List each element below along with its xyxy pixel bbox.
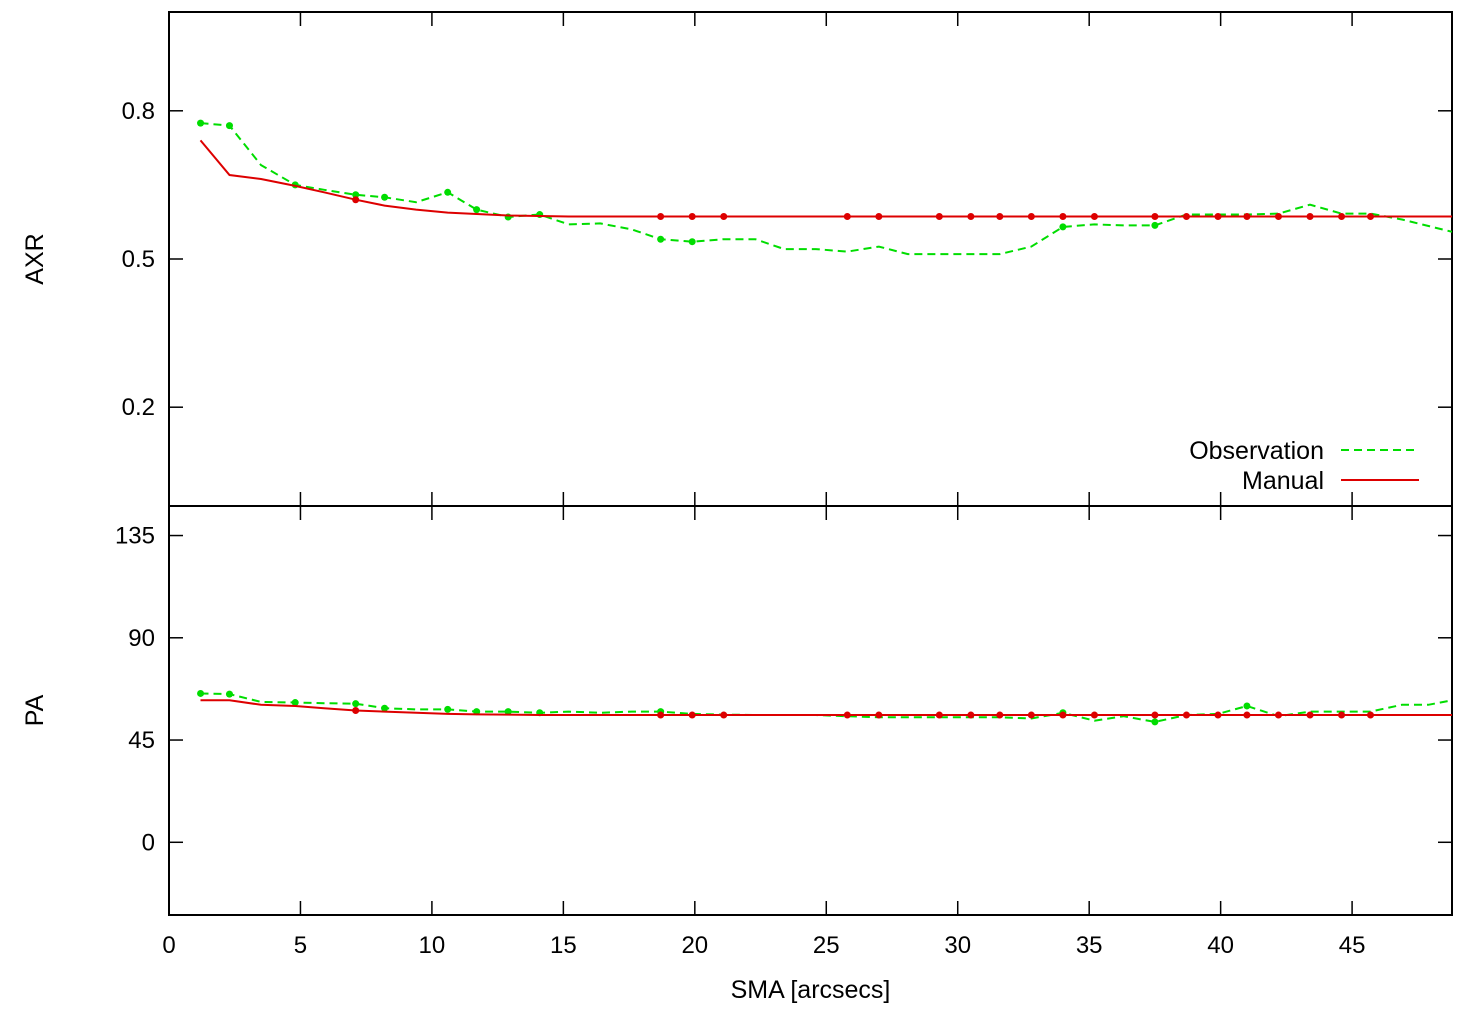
series-line-manual bbox=[199, 139, 1452, 218]
data-point-manual bbox=[1243, 711, 1251, 719]
data-point-manual bbox=[720, 711, 728, 719]
data-point-manual bbox=[1338, 711, 1346, 719]
data-point-observation bbox=[688, 238, 696, 246]
y-tick-label: 0.2 bbox=[122, 394, 155, 421]
x-tick-label: 5 bbox=[294, 932, 307, 959]
data-point-manual bbox=[875, 711, 883, 719]
data-point-observation bbox=[504, 708, 512, 716]
x-tick-label: 10 bbox=[419, 932, 446, 959]
data-point-manual bbox=[843, 213, 851, 221]
data-point-manual bbox=[996, 711, 1004, 719]
data-point-observation bbox=[1151, 718, 1159, 726]
data-point-observation bbox=[444, 705, 452, 713]
y-axis-title-axr: AXR bbox=[21, 233, 49, 284]
data-point-manual bbox=[843, 711, 851, 719]
data-point-observation bbox=[352, 191, 360, 199]
data-point-observation bbox=[1151, 221, 1159, 229]
y-tick-label: 90 bbox=[128, 625, 155, 652]
data-point-observation bbox=[1243, 702, 1251, 710]
data-point-observation bbox=[381, 704, 389, 712]
data-point-manual bbox=[1151, 213, 1159, 221]
axr-plot-frame bbox=[168, 11, 1453, 507]
data-point-manual bbox=[1090, 711, 1098, 719]
data-point-manual bbox=[1306, 213, 1314, 221]
data-point-manual bbox=[1027, 711, 1035, 719]
x-tick-label: 15 bbox=[550, 932, 577, 959]
pa-plot-frame bbox=[168, 505, 1453, 916]
data-point-manual bbox=[1151, 711, 1159, 719]
y-tick-label: 0 bbox=[142, 829, 155, 856]
data-point-manual bbox=[1338, 213, 1346, 221]
data-point-manual bbox=[875, 213, 883, 221]
data-point-manual bbox=[1243, 213, 1251, 221]
data-point-observation bbox=[197, 119, 205, 127]
data-point-manual bbox=[967, 213, 975, 221]
data-point-observation bbox=[225, 122, 233, 130]
series-line-observation bbox=[200, 122, 1452, 256]
y-tick-label: 0.8 bbox=[122, 98, 155, 125]
pa-panel: 0 45 90 135 0 5 10 15 20 25 30 35 40 45 PA SMA [arcsecs… bbox=[21, 505, 1453, 1004]
data-point-manual bbox=[1059, 711, 1067, 719]
y-axis-title-pa: PA bbox=[21, 694, 49, 726]
data-point-observation bbox=[657, 235, 665, 243]
y-tick-label: 0.5 bbox=[122, 246, 155, 273]
x-axis-title: SMA [arcsecs] bbox=[731, 976, 891, 1004]
x-tick-label: 0 bbox=[162, 932, 175, 959]
data-point-manual bbox=[688, 213, 696, 221]
legend-label-manual: Manual bbox=[1242, 467, 1324, 495]
data-point-manual bbox=[1214, 711, 1222, 719]
data-point-manual bbox=[1027, 213, 1035, 221]
legend-label-observation: Observation bbox=[1189, 437, 1324, 465]
data-point-manual bbox=[935, 711, 943, 719]
x-tick-label: 35 bbox=[1076, 932, 1103, 959]
data-point-observation bbox=[291, 699, 299, 707]
data-point-observation bbox=[444, 188, 452, 196]
data-point-observation bbox=[1059, 223, 1067, 231]
series-line-manual bbox=[200, 699, 1452, 716]
data-point-manual bbox=[1366, 711, 1374, 719]
x-tick-label: 25 bbox=[813, 932, 840, 959]
data-point-observation bbox=[473, 206, 481, 214]
data-point-manual bbox=[657, 213, 665, 221]
data-point-manual bbox=[1182, 711, 1190, 719]
data-point-manual bbox=[967, 711, 975, 719]
data-point-manual bbox=[720, 213, 728, 221]
x-tick-label: 20 bbox=[681, 932, 708, 959]
data-point-manual bbox=[1274, 711, 1282, 719]
data-point-manual bbox=[1274, 213, 1282, 221]
x-tick-label: 45 bbox=[1339, 932, 1366, 959]
x-tick-label: 40 bbox=[1207, 932, 1234, 959]
series-line-observation bbox=[200, 692, 1452, 723]
data-point-manual bbox=[935, 213, 943, 221]
data-point-manual bbox=[996, 213, 1004, 221]
data-point-manual bbox=[352, 707, 360, 714]
data-point-manual bbox=[1090, 213, 1098, 221]
data-point-manual bbox=[657, 711, 665, 719]
data-point-manual bbox=[1306, 711, 1314, 719]
data-point-observation bbox=[225, 690, 233, 698]
data-point-observation bbox=[352, 700, 360, 708]
axr-panel: 0.2 0.5 0.8 AXR bbox=[21, 11, 1453, 507]
data-point-observation bbox=[197, 689, 205, 697]
data-point-manual bbox=[352, 196, 360, 204]
data-point-manual bbox=[688, 711, 696, 719]
y-tick-label: 135 bbox=[115, 523, 155, 550]
y-tick-label: 45 bbox=[128, 727, 155, 754]
data-point-manual bbox=[1182, 213, 1190, 221]
data-point-manual bbox=[1214, 213, 1222, 221]
data-point-manual bbox=[1366, 213, 1374, 221]
data-point-manual bbox=[1059, 213, 1067, 221]
data-point-observation bbox=[381, 193, 389, 201]
x-tick-label: 30 bbox=[944, 932, 971, 959]
